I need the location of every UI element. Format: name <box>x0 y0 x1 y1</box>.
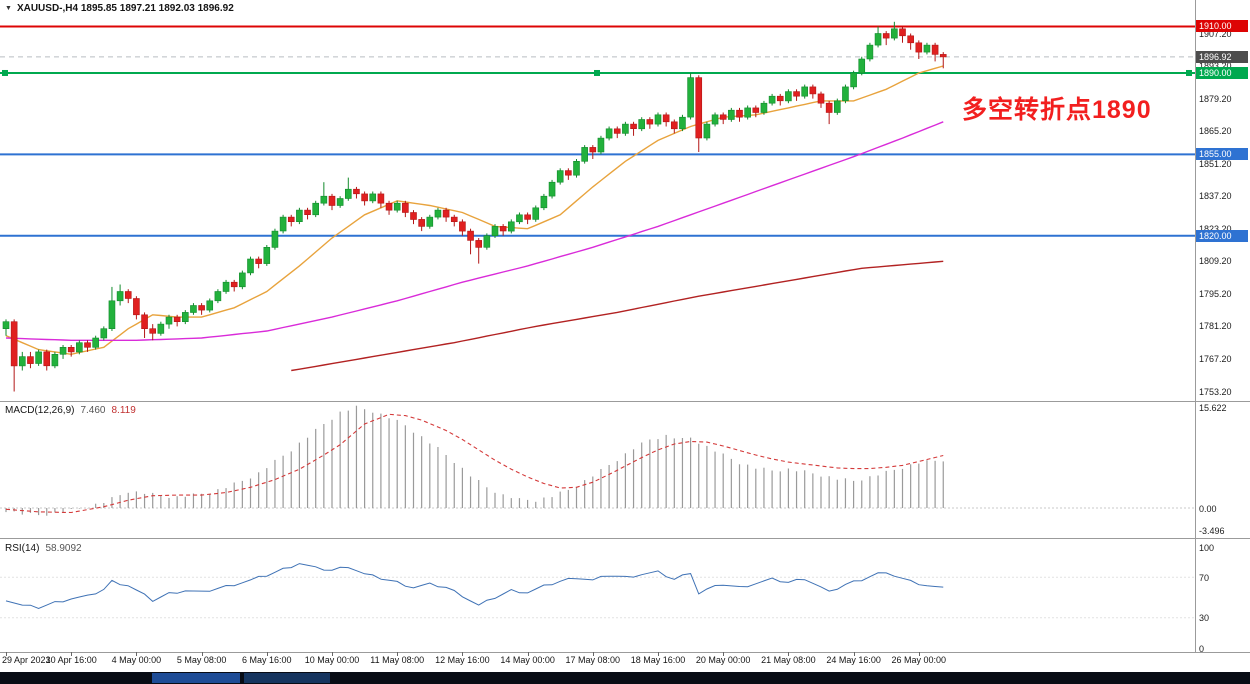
time-axis-label[interactable]: 4 May 00:00 <box>111 655 162 665</box>
chart-annotation-text[interactable]: 多空转折点1890 <box>962 96 1152 124</box>
rsi-value: 58.9092 <box>45 543 82 554</box>
rsi-axis-label: 30 <box>1199 613 1210 624</box>
time-axis-label[interactable]: 14 May 00:00 <box>500 655 555 665</box>
rsi-axis-label: 100 <box>1199 542 1215 553</box>
price-axis-label: 1767.20 <box>1199 353 1232 364</box>
panel-separator-rsi[interactable] <box>0 538 1250 539</box>
taskbar-item[interactable] <box>152 673 240 683</box>
current-price-badge: 1896.92 <box>1196 50 1248 63</box>
price-level-badge: 1855.00 <box>1196 148 1248 161</box>
macd-signal-value: 8.119 <box>111 405 136 416</box>
moving-average-line <box>291 260 944 372</box>
price-axis-label: 1809.20 <box>1199 256 1232 267</box>
macd-axis-label: 15.622 <box>1199 402 1227 413</box>
price-level-badge: 1910.00 <box>1196 20 1248 33</box>
line-selection-handle[interactable] <box>1186 69 1192 76</box>
macd-histogram <box>5 405 944 516</box>
macd-signal-line <box>5 413 944 514</box>
time-axis-label[interactable]: 29 Apr 2021 <box>2 655 51 665</box>
time-axis-tick <box>201 652 203 656</box>
time-axis-tick <box>788 652 790 656</box>
price-axis-label: 1781.20 <box>1199 321 1232 332</box>
time-axis-tick <box>723 652 725 656</box>
moving-average-line <box>5 121 944 341</box>
time-axis-label[interactable]: 20 May 00:00 <box>695 655 751 665</box>
time-axis-label[interactable]: 11 May 08:00 <box>370 655 425 665</box>
rsi-name: RSI(14) <box>5 543 40 554</box>
taskbar[interactable] <box>0 672 1250 684</box>
time-axis-tick <box>397 652 399 656</box>
symbol-dropdown-icon[interactable]: ▼ <box>5 5 12 12</box>
price-level-badge: 1820.00 <box>1196 229 1248 242</box>
time-axis-tick <box>527 652 529 656</box>
time-axis-label[interactable]: 6 May 16:00 <box>242 655 292 665</box>
price-axis-label: 1753.20 <box>1199 386 1232 397</box>
time-axis-tick <box>136 652 138 656</box>
moving-average-line <box>5 65 944 356</box>
taskbar-item[interactable] <box>244 673 330 683</box>
price-axis-label: 1879.20 <box>1199 93 1232 104</box>
symbol-ohlc-text: XAUUSD-,H4 1895.85 1897.21 1892.03 1896.… <box>16 3 234 14</box>
price-axis-label: 1851.20 <box>1199 158 1232 169</box>
rsi-label: RSI(14) 58.9092 <box>5 543 82 554</box>
time-axis-tick <box>918 652 920 656</box>
time-axis-tick <box>6 652 7 656</box>
time-axis-tick <box>658 652 659 656</box>
line-selection-handle[interactable] <box>2 69 8 76</box>
rsi-line <box>5 563 944 610</box>
price-axis-label: 1865.20 <box>1199 126 1232 137</box>
price-axis-label: 1795.20 <box>1199 288 1232 299</box>
price-axis-label: 1893.20 <box>1199 61 1249 71</box>
rsi-axis-label: 70 <box>1199 572 1210 583</box>
price-level-badge: 1890.00 <box>1196 66 1248 79</box>
macd-name: MACD(12,26,9) <box>5 405 75 416</box>
panel-separator-macd[interactable] <box>0 401 1250 402</box>
time-axis-label[interactable]: 30 Apr 16:00 <box>45 655 97 665</box>
time-axis-separator <box>0 652 1250 653</box>
price-axis-label: 1823.20 <box>1199 224 1249 234</box>
candles <box>2 21 947 392</box>
macd-axis-label: -3.496 <box>1199 526 1225 537</box>
price-axis-label: 1837.20 <box>1199 191 1232 202</box>
macd-main-value: 7.460 <box>80 405 106 416</box>
macd-label: MACD(12,26,9) 7.460 8.119 <box>5 405 136 416</box>
time-axis-label[interactable]: 10 May 00:00 <box>304 655 360 665</box>
time-axis-label[interactable]: 24 May 16:00 <box>826 655 881 665</box>
price-axis-label: 1907.20 <box>1199 28 1232 39</box>
time-axis-tick <box>853 652 855 656</box>
time-axis-label[interactable]: 17 May 08:00 <box>565 655 621 665</box>
time-axis-label[interactable]: 26 May 00:00 <box>891 655 947 665</box>
chart-canvas[interactable] <box>0 0 1195 652</box>
time-axis-label[interactable]: 21 May 08:00 <box>761 655 816 665</box>
macd-axis-label: 0.00 <box>1199 503 1217 514</box>
time-axis-tick <box>71 652 73 656</box>
line-selection-handle[interactable] <box>594 69 600 76</box>
time-axis-tick <box>332 652 333 656</box>
time-axis-tick <box>266 652 268 656</box>
time-axis-label[interactable]: 12 May 16:00 <box>435 655 490 665</box>
rsi-axis-label: 0 <box>1199 643 1205 654</box>
chart-title: ▼ XAUUSD-,H4 1895.85 1897.21 1892.03 189… <box>5 3 234 14</box>
time-axis-tick <box>462 652 464 656</box>
time-axis-tick <box>592 652 594 656</box>
time-axis-label[interactable]: 5 May 08:00 <box>176 655 227 665</box>
time-axis-label[interactable]: 18 May 16:00 <box>630 655 686 665</box>
price-axis-border[interactable] <box>1195 0 1196 652</box>
